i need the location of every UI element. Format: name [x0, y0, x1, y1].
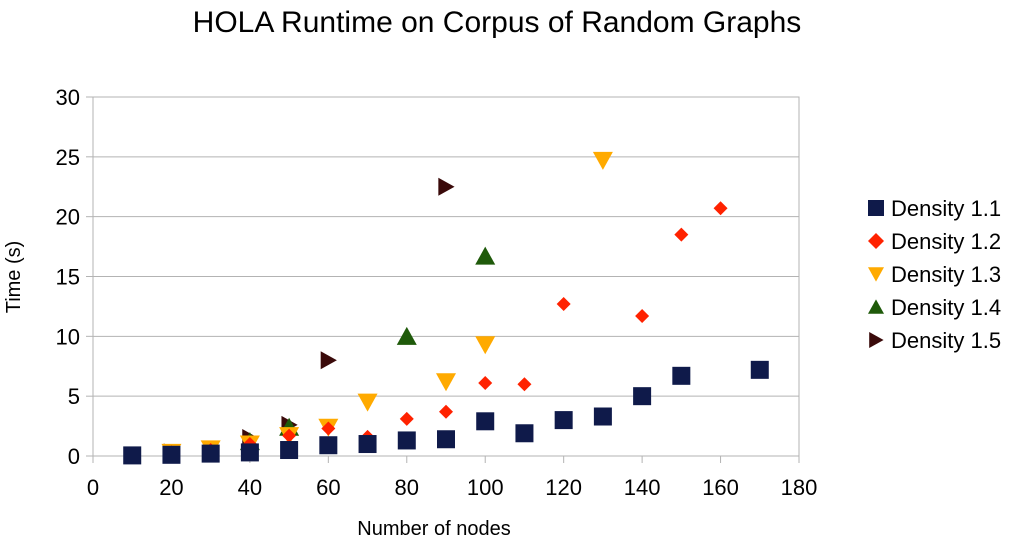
x-tick-label: 80: [395, 475, 419, 500]
data-point: [476, 412, 495, 431]
data-point: [436, 373, 456, 392]
data-point: [556, 297, 571, 312]
legend: Density 1.1 Density 1.2 Density 1.3 Density…: [868, 196, 1001, 353]
data-point: [674, 227, 689, 242]
data-point: [319, 436, 338, 455]
data-point: [437, 430, 455, 449]
legend-label: Density 1.5: [891, 328, 1001, 353]
x-tick-label: 100: [467, 475, 504, 500]
legend-symbol: [869, 332, 884, 348]
data-point: [201, 444, 220, 463]
legend-symbol: [868, 267, 884, 282]
data-point: [672, 366, 691, 385]
data-point: [515, 424, 534, 443]
x-tick-label: 60: [316, 475, 340, 500]
data-point: [396, 326, 417, 345]
legend-symbol: [868, 299, 884, 314]
legend-label: Density 1.2: [891, 229, 1001, 254]
x-tick-label: 40: [238, 475, 262, 500]
legend-symbol: [868, 233, 884, 249]
x-tick-label: 120: [545, 475, 582, 500]
y-axis-label: Time (s): [3, 241, 25, 314]
legend-symbol: [868, 200, 884, 216]
y-tick-label: 10: [56, 324, 80, 349]
x-tick-label: 20: [159, 475, 183, 500]
x-tick-label: 140: [624, 475, 661, 500]
data-point: [282, 428, 297, 443]
x-axis-ticks: 0 20 40 60 80 100 120 140 160 180: [87, 456, 817, 500]
data-points: [123, 151, 769, 465]
data-point: [475, 246, 496, 265]
data-point: [633, 387, 652, 406]
chart-title: HOLA Runtime on Corpus of Random Graphs: [193, 6, 802, 39]
y-tick-label: 25: [56, 145, 80, 170]
data-point: [635, 308, 650, 323]
data-point: [123, 446, 142, 465]
data-point: [475, 336, 496, 355]
legend-label: Density 1.1: [891, 196, 1001, 221]
data-point: [592, 151, 613, 170]
data-point: [399, 411, 414, 426]
data-point: [713, 201, 728, 216]
data-point: [397, 431, 416, 450]
x-tick-label: 180: [781, 475, 818, 500]
y-tick-label: 0: [68, 444, 80, 469]
data-point: [439, 404, 453, 419]
data-point: [517, 377, 532, 392]
data-point: [162, 445, 181, 464]
data-point: [593, 407, 612, 426]
data-point: [750, 360, 769, 379]
x-tick-label: 160: [702, 475, 739, 500]
x-tick-label: 0: [87, 475, 99, 500]
legend-label: Density 1.3: [891, 262, 1001, 287]
y-tick-label: 15: [56, 265, 80, 290]
data-point: [240, 443, 259, 462]
data-point: [320, 351, 337, 370]
y-tick-label: 5: [68, 384, 80, 409]
data-point: [357, 393, 378, 412]
y-axis-ticks: 0 5 10 15 20 25 30: [56, 85, 93, 469]
data-point: [478, 376, 493, 391]
y-tick-label: 30: [56, 85, 80, 110]
data-point: [554, 411, 573, 430]
data-point: [280, 441, 299, 460]
y-tick-label: 20: [56, 205, 80, 230]
legend-label: Density 1.4: [891, 295, 1001, 320]
data-point: [438, 177, 455, 196]
data-point: [358, 435, 377, 454]
gridlines: [93, 96, 799, 457]
x-axis-label: Number of nodes: [357, 518, 510, 540]
data-point: [321, 421, 336, 436]
